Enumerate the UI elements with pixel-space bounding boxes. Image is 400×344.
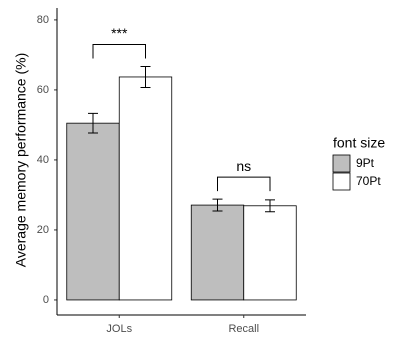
- legend-key: [332, 172, 351, 191]
- significance-label: ns: [236, 158, 251, 174]
- bar: [66, 122, 120, 301]
- x-tick-label: JOLs: [106, 323, 132, 335]
- legend-title: font size: [333, 135, 385, 151]
- legend-label: 9Pt: [356, 156, 375, 170]
- bar: [243, 205, 297, 301]
- legend-key: [332, 154, 351, 173]
- error-bar: [265, 199, 275, 213]
- y-tick-label: 80: [37, 14, 49, 26]
- legend-label: 70Pt: [356, 174, 381, 188]
- y-tick-label: 20: [37, 224, 49, 236]
- y-tick-label: 0: [43, 294, 49, 306]
- significance-bracket: [92, 43, 146, 59]
- x-tick-label: Recall: [228, 323, 259, 335]
- significance-bracket: [217, 176, 271, 192]
- error-bar: [140, 65, 151, 88]
- bar: [190, 204, 245, 301]
- bar: [118, 76, 173, 301]
- y-axis-title: Average memory performance (%): [13, 53, 29, 267]
- y-tick-label: 40: [37, 154, 49, 166]
- significance-label: ***: [111, 25, 128, 41]
- error-bar: [88, 112, 98, 134]
- error-bar: [212, 198, 223, 212]
- y-tick-label: 60: [37, 84, 49, 96]
